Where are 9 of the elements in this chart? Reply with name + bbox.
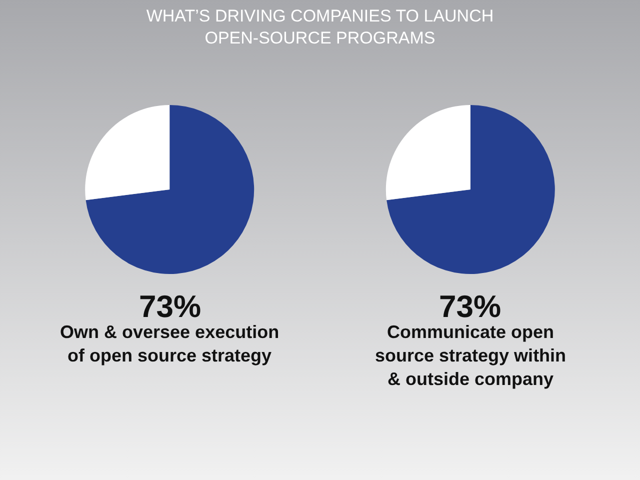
text: WHAT’S DRIVING COMPANIES TO LAUNCH OPEN-SOURCE PROGRAMS (146, 6, 494, 48)
data-label: 73% (139, 289, 202, 324)
pie-slice (386, 105, 555, 274)
slice-label: Own & oversee execution of open source strategy (60, 322, 280, 366)
slice-label: Communicate open source strategy within & outside company (375, 322, 566, 389)
pie-slice (86, 105, 254, 274)
pie-slice (85, 105, 170, 200)
pie-slice (386, 105, 470, 200)
data-label: 73% (439, 289, 502, 324)
